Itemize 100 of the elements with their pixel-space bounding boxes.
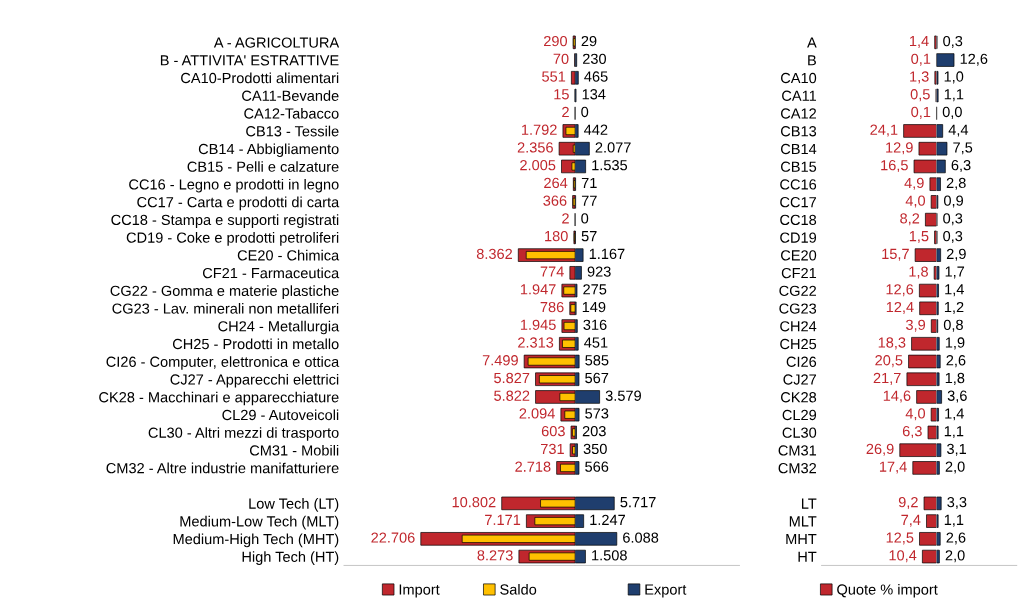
data-label: 15 bbox=[554, 89, 569, 100]
y-tick-label: B bbox=[808, 55, 816, 66]
data-label: 14,6 bbox=[883, 390, 911, 403]
y-tick-label: CB14 bbox=[781, 143, 817, 155]
data-label: 21,7 bbox=[873, 372, 901, 385]
data-label: 9,2 bbox=[898, 496, 918, 510]
data-label: 16,5 bbox=[881, 160, 908, 173]
y-tick-label: CL29 - Autoveicoli bbox=[222, 409, 339, 421]
data-label: 6,3 bbox=[902, 426, 922, 439]
legend-label: Import bbox=[399, 584, 440, 598]
y-tick-label: CH25 bbox=[780, 338, 817, 350]
data-label: 2,0 bbox=[945, 550, 965, 563]
y-tick-label: CI26 bbox=[786, 356, 817, 367]
legend-label: Export bbox=[645, 584, 687, 598]
y-tick-label: CM32 - Altre industrie manifatturiere bbox=[106, 462, 339, 474]
y-tick-label: CM32 bbox=[778, 463, 817, 474]
y-tick-label: MHT bbox=[786, 534, 817, 545]
y-tick-label: MLT bbox=[789, 516, 817, 527]
data-label: 77 bbox=[581, 195, 597, 206]
data-label: 203 bbox=[582, 426, 606, 437]
data-label: 1,0 bbox=[944, 71, 964, 84]
data-label: 3.579 bbox=[605, 390, 641, 401]
data-label: 566 bbox=[585, 461, 609, 472]
data-label: 2 bbox=[562, 106, 569, 118]
data-label: 1,1 bbox=[944, 514, 964, 527]
data-label: 551 bbox=[542, 71, 566, 82]
data-label: 2.313 bbox=[518, 337, 554, 348]
y-tick-label: CH24 - Metallurgia bbox=[218, 320, 340, 335]
data-label: 4,9 bbox=[904, 177, 924, 190]
data-label: 290 bbox=[544, 35, 568, 47]
data-label: 264 bbox=[544, 177, 568, 189]
data-label: 12,4 bbox=[886, 301, 914, 314]
y-tick-label: CA12 bbox=[781, 108, 817, 119]
y-tick-label: CI26 - Computer, elettronica e ottica bbox=[106, 356, 340, 370]
data-label: 6.088 bbox=[623, 532, 659, 543]
data-label: 2.356 bbox=[517, 142, 553, 153]
data-label: 3,1 bbox=[947, 443, 967, 456]
data-label: 26,9 bbox=[866, 443, 894, 456]
data-label: 0,1 bbox=[911, 53, 931, 66]
y-tick-label: CL30 bbox=[782, 427, 817, 438]
data-label: 1,7 bbox=[945, 266, 965, 279]
y-tick-label: CC17 bbox=[780, 197, 817, 208]
data-label: 1,5 bbox=[909, 231, 929, 244]
data-label: 0,3 bbox=[943, 230, 963, 244]
data-label: 350 bbox=[583, 443, 607, 455]
y-tick-label: Low Tech (LT) bbox=[249, 498, 339, 512]
data-label: 0,8 bbox=[943, 319, 963, 332]
y-tick-label: CM31 - Mobili bbox=[249, 444, 339, 456]
data-label: 1.535 bbox=[592, 160, 628, 171]
data-label: 465 bbox=[584, 71, 608, 82]
data-label: 24,1 bbox=[870, 124, 898, 137]
y-tick-label: CB15 - Pelli e calzature bbox=[187, 161, 339, 172]
data-label: 585 bbox=[585, 355, 609, 366]
data-label: 786 bbox=[540, 301, 564, 313]
data-label: 230 bbox=[582, 53, 607, 64]
data-label: 1.167 bbox=[589, 248, 625, 260]
data-label: 18,3 bbox=[878, 337, 906, 350]
y-tick-label: CF21 bbox=[781, 267, 817, 279]
y-tick-label: CL30 - Altri mezzi di trasporto bbox=[148, 427, 339, 441]
data-label: 2 bbox=[562, 213, 569, 224]
y-tick-label: CG22 bbox=[779, 285, 817, 296]
data-label: 0,5 bbox=[910, 89, 930, 102]
data-label: 2,8 bbox=[946, 177, 966, 190]
data-label: 5.822 bbox=[494, 390, 530, 401]
data-label: 316 bbox=[583, 319, 607, 330]
y-tick-label: CC17 - Carta e prodotti di carta bbox=[137, 196, 340, 211]
y-tick-label: CE20 bbox=[781, 250, 817, 261]
data-label: 10,4 bbox=[889, 550, 917, 563]
y-tick-label: CC18 - Stampa e supporti registrati bbox=[111, 214, 339, 228]
data-label: 0 bbox=[581, 106, 589, 118]
y-tick-label: B - ATTIVITA' ESTRATTIVE bbox=[160, 55, 339, 66]
data-label: 1,4 bbox=[945, 284, 964, 297]
y-tick-label: CK28 - Macchinari e apparecchiature bbox=[99, 391, 339, 406]
data-label: 2,9 bbox=[946, 248, 966, 261]
data-label: 451 bbox=[584, 337, 608, 348]
data-label: 1,1 bbox=[944, 89, 964, 102]
data-label: 1,3 bbox=[910, 71, 929, 84]
data-label: 7,5 bbox=[953, 142, 973, 155]
y-tick-label: CH25 - Prodotti in metallo bbox=[172, 338, 339, 350]
data-label: 731 bbox=[541, 443, 564, 455]
data-label: 134 bbox=[582, 89, 606, 100]
data-label: 4,0 bbox=[905, 408, 926, 421]
data-label: 0,1 bbox=[911, 106, 931, 119]
y-tick-label: A bbox=[807, 37, 817, 48]
data-label: 603 bbox=[541, 426, 565, 437]
y-tick-label: HT bbox=[798, 551, 817, 562]
data-label: 6,3 bbox=[951, 160, 971, 173]
data-label: 0,3 bbox=[943, 213, 963, 226]
y-tick-label: CM31 bbox=[778, 445, 817, 456]
y-tick-label: CH24 bbox=[780, 321, 817, 332]
y-tick-label: CK28 bbox=[781, 392, 817, 403]
data-label: 71 bbox=[581, 177, 597, 188]
data-label: 1.945 bbox=[520, 319, 556, 330]
data-label: 8.273 bbox=[477, 550, 513, 561]
data-label: 0,0 bbox=[942, 106, 962, 119]
data-label: 1,4 bbox=[909, 36, 929, 48]
data-label: 12,6 bbox=[960, 53, 988, 66]
data-label: 0 bbox=[581, 213, 589, 224]
data-label: 774 bbox=[540, 266, 564, 277]
data-label: 8,2 bbox=[900, 213, 920, 226]
